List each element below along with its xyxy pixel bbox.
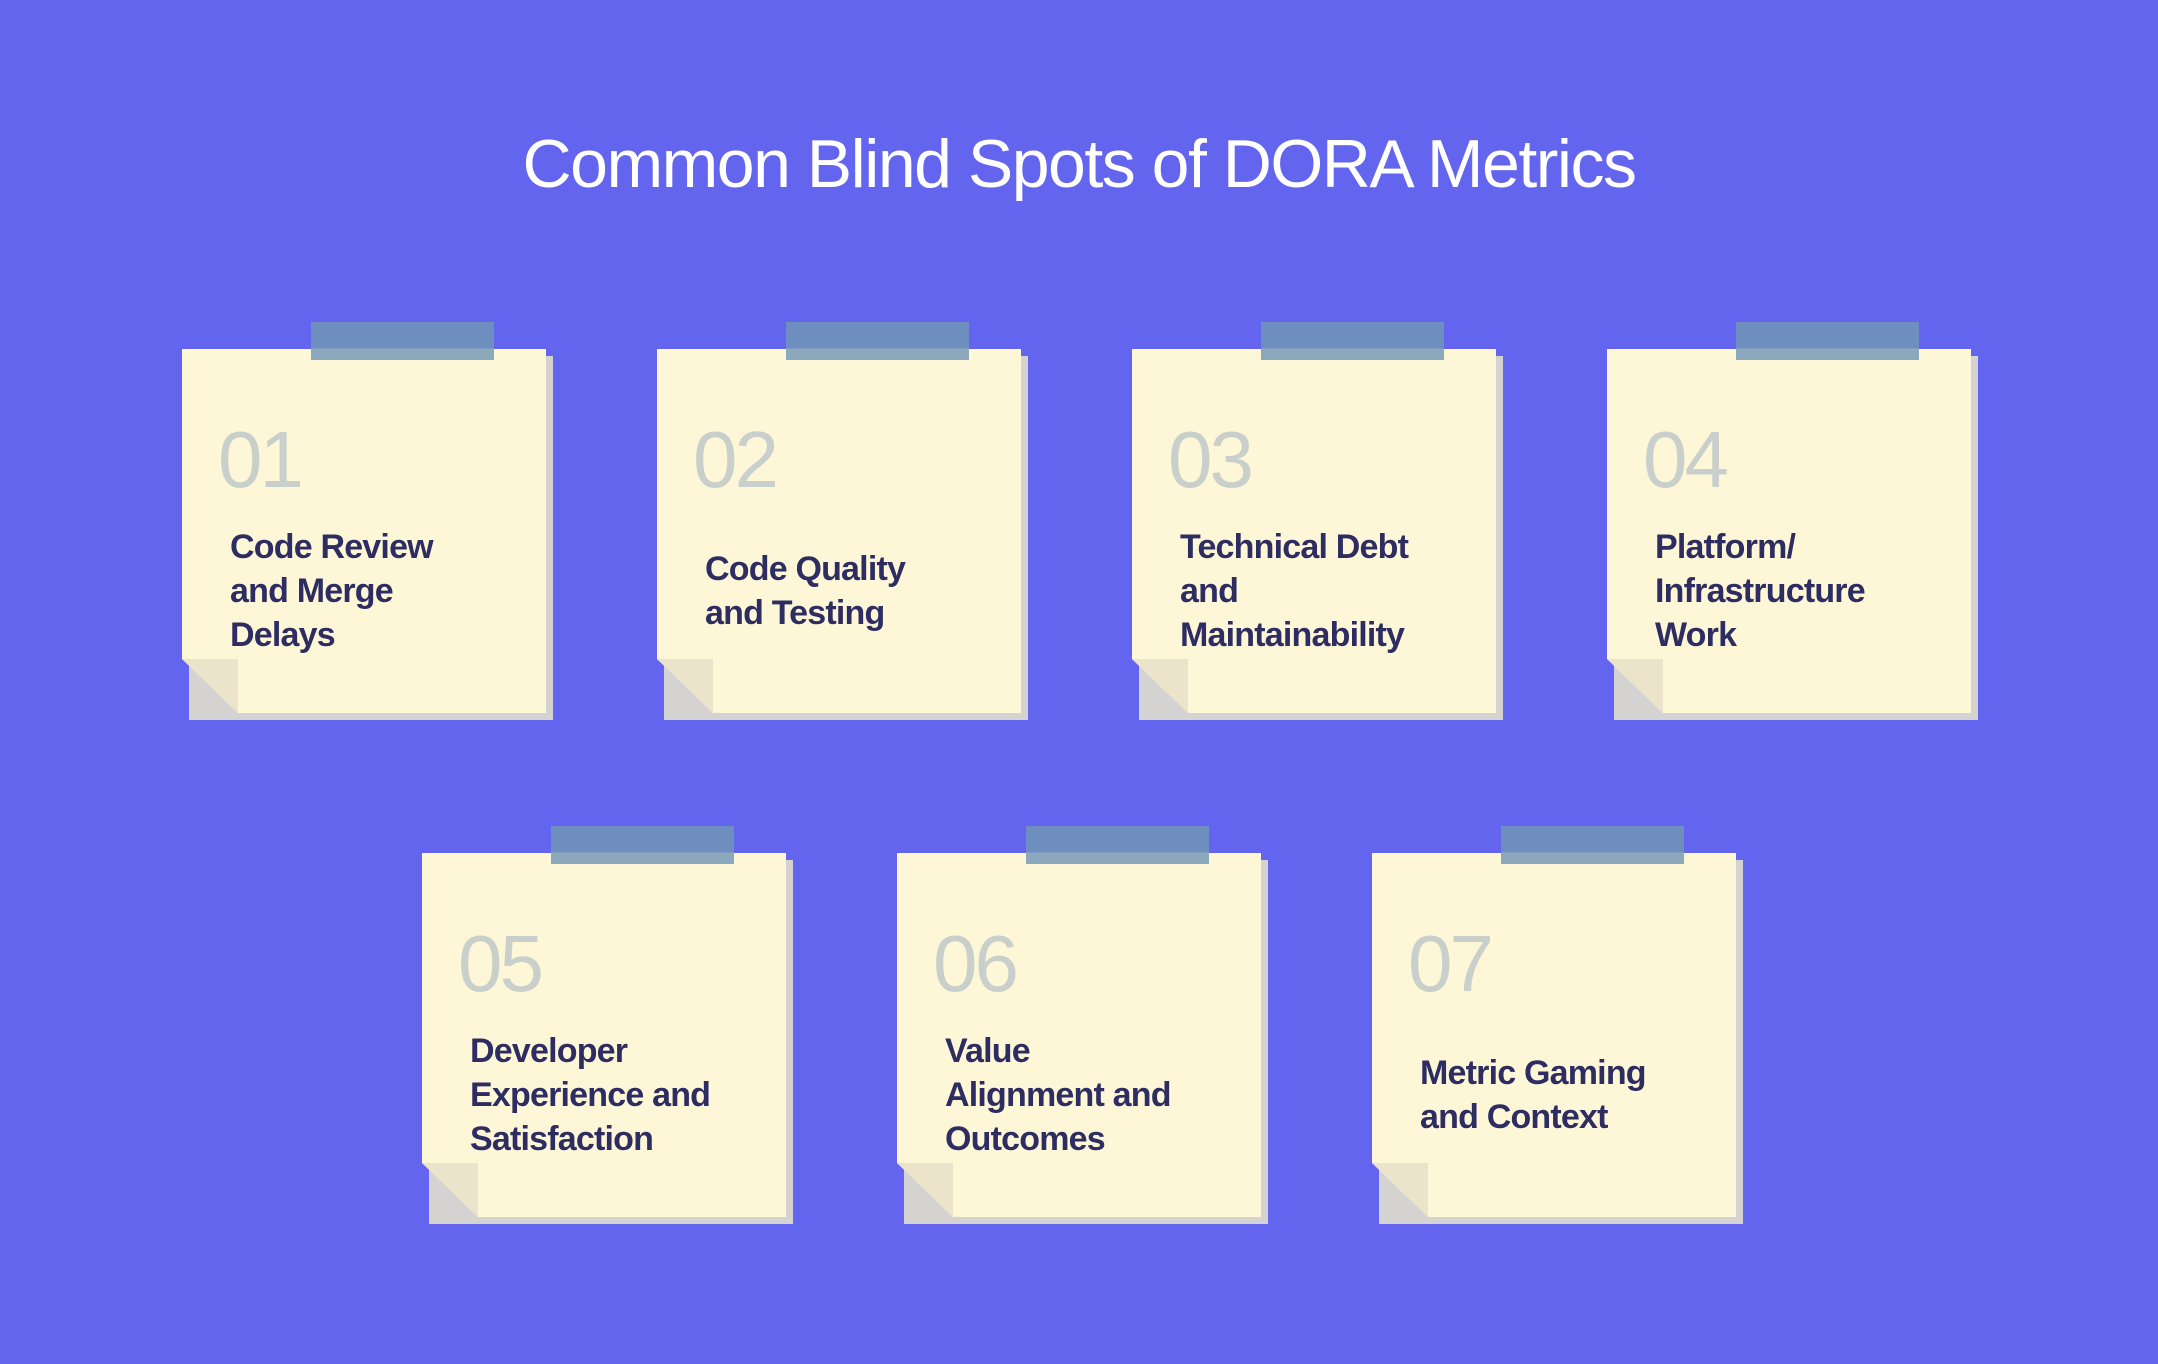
note-number: 04 [1643, 415, 1729, 504]
sticky-note-05: 05 Developer Experience and Satisfaction [422, 826, 793, 1224]
note-body: Metric Gaming and Context [1420, 1029, 1718, 1161]
sticky-note-06: 06 Value Alignment and Outcomes [897, 826, 1268, 1224]
note-number: 01 [218, 415, 304, 504]
note-number: 07 [1408, 919, 1494, 1008]
note-number: 05 [458, 919, 544, 1008]
note-body: Developer Experience and Satisfaction [470, 1029, 768, 1161]
sticky-note-04: 04 Platform/ Infrastructure Work [1607, 322, 1978, 720]
note-paper [1132, 349, 1496, 713]
note-paper [422, 853, 786, 1217]
note-body: Code Review and Merge Delays [230, 525, 528, 657]
tape-icon [311, 322, 494, 360]
note-text: Code Review and Merge Delays [230, 528, 434, 654]
note-body: Value Alignment and Outcomes [945, 1029, 1243, 1161]
note-number: 06 [933, 919, 1019, 1008]
tape-icon [551, 826, 734, 864]
note-body: Code Quality and Testing [705, 525, 1003, 657]
sticky-note-02: 02 Code Quality and Testing [657, 322, 1028, 720]
note-text: Metric Gaming and Context [1420, 1054, 1647, 1136]
note-text: Code Quality and Testing [705, 550, 906, 632]
note-number: 02 [693, 415, 779, 504]
sticky-note-01: 01 Code Review and Merge Delays [182, 322, 553, 720]
note-paper [897, 853, 1261, 1217]
note-paper [182, 349, 546, 713]
note-text: Value Alignment and Outcomes [945, 1032, 1172, 1158]
sticky-note-03: 03 Technical Debt and Maintainability [1132, 322, 1503, 720]
tape-icon [1501, 826, 1684, 864]
note-paper [1372, 853, 1736, 1217]
note-paper [657, 349, 1021, 713]
note-paper [1607, 349, 1971, 713]
note-text: Technical Debt and Maintainability [1180, 528, 1409, 654]
sticky-note-07: 07 Metric Gaming and Context [1372, 826, 1743, 1224]
tape-icon [1261, 322, 1444, 360]
tape-icon [1026, 826, 1209, 864]
note-body: Platform/ Infrastructure Work [1655, 525, 1953, 657]
tape-icon [1736, 322, 1919, 360]
note-text: Developer Experience and Satisfaction [470, 1032, 711, 1158]
page-title: Common Blind Spots of DORA Metrics [522, 126, 1637, 202]
note-body: Technical Debt and Maintainability [1180, 525, 1478, 657]
note-text: Platform/ Infrastructure Work [1655, 528, 1866, 654]
tape-icon [786, 322, 969, 360]
note-number: 03 [1168, 415, 1254, 504]
